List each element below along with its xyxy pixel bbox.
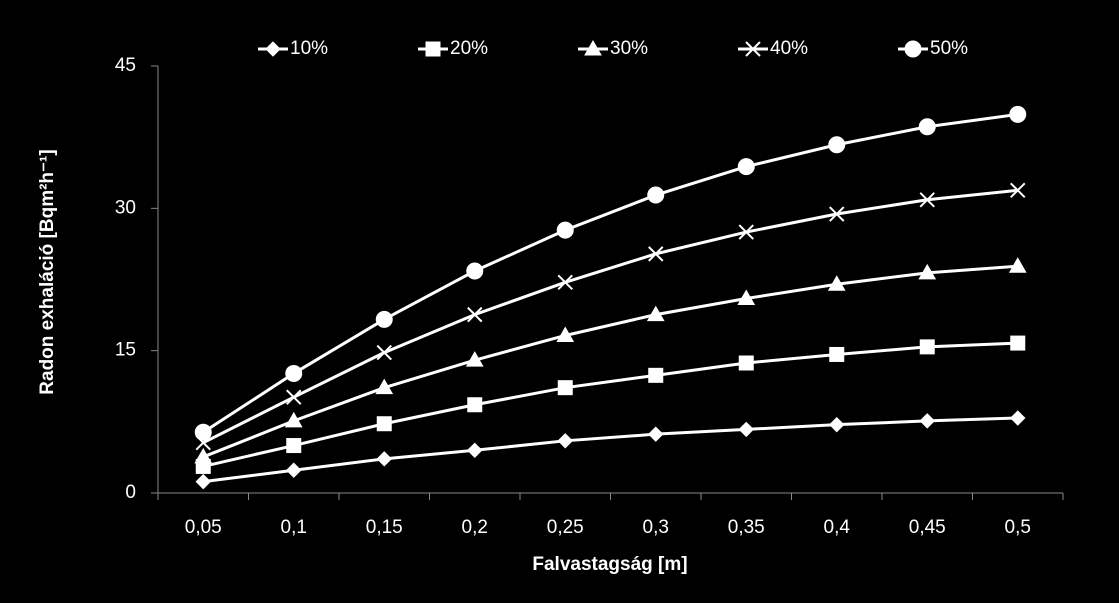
marker (919, 192, 935, 208)
marker (646, 305, 665, 322)
x-tick-label: 0,3 (643, 517, 669, 538)
marker (1009, 105, 1027, 123)
x-tick-label: 0,2 (462, 517, 488, 538)
series-line (203, 416, 1018, 484)
marker (467, 397, 483, 413)
legend-marker (425, 41, 441, 57)
marker (375, 378, 394, 395)
x-tick-label: 0,15 (366, 517, 403, 538)
marker (918, 263, 937, 280)
legend-marker (265, 41, 281, 57)
series-line (202, 264, 1018, 459)
legend-marker (584, 39, 602, 56)
marker (466, 262, 484, 280)
marker (829, 346, 845, 362)
legend-label: 40% (770, 38, 808, 59)
marker (737, 289, 756, 305)
series-line (202, 341, 1018, 468)
marker (737, 158, 755, 176)
marker (286, 462, 302, 478)
marker (919, 339, 935, 355)
marker (1010, 410, 1026, 426)
x-tick-label: 0,45 (909, 517, 946, 538)
marker (556, 326, 575, 342)
series-line (202, 112, 1018, 434)
marker (557, 274, 573, 291)
legend-label: 50% (930, 38, 968, 59)
marker (286, 389, 302, 405)
marker (738, 421, 754, 438)
marker (648, 367, 664, 383)
marker (738, 355, 754, 371)
marker (284, 411, 303, 428)
marker (465, 351, 484, 367)
marker (919, 413, 935, 429)
marker (376, 416, 392, 432)
marker (648, 426, 664, 442)
y-axis-title: Radon exhaláció [Bqm²h⁻¹] (37, 149, 58, 394)
marker (647, 186, 665, 204)
marker (829, 416, 845, 433)
marker (195, 473, 211, 490)
marker (828, 136, 846, 154)
marker (829, 206, 845, 222)
marker (918, 118, 936, 136)
legend-label: 10% (290, 38, 328, 59)
marker (738, 224, 754, 240)
x-tick-label: 0,35 (728, 517, 765, 538)
y-tick-label: 15 (115, 340, 136, 361)
legend-marker (745, 41, 761, 57)
marker (827, 275, 846, 291)
marker (1010, 182, 1026, 199)
x-tick-label: 0,5 (1005, 517, 1031, 538)
marker (194, 447, 213, 464)
marker (557, 433, 573, 449)
legend-label: 30% (610, 38, 648, 59)
legend-label: 20% (450, 38, 488, 59)
y-tick-label: 45 (115, 55, 136, 76)
x-tick-label: 0,25 (547, 517, 584, 538)
marker (376, 451, 392, 467)
y-tick-label: 0 (125, 482, 136, 503)
marker (1010, 335, 1026, 351)
marker (557, 380, 573, 396)
marker (375, 310, 393, 328)
legend-marker (904, 40, 922, 58)
marker (467, 306, 483, 323)
x-tick-label: 0,05 (185, 517, 222, 538)
marker (285, 364, 303, 382)
x-tick-label: 0,4 (824, 517, 851, 538)
marker (648, 246, 664, 262)
y-tick-label: 30 (115, 197, 136, 218)
marker (467, 442, 483, 459)
marker (556, 221, 574, 239)
marker (286, 438, 302, 454)
marker (376, 344, 392, 361)
series-line (202, 188, 1018, 445)
marker (1008, 257, 1027, 273)
x-axis-title: Falvastagság [m] (532, 554, 687, 575)
marker (194, 423, 212, 441)
x-tick-label: 0,1 (281, 517, 307, 538)
